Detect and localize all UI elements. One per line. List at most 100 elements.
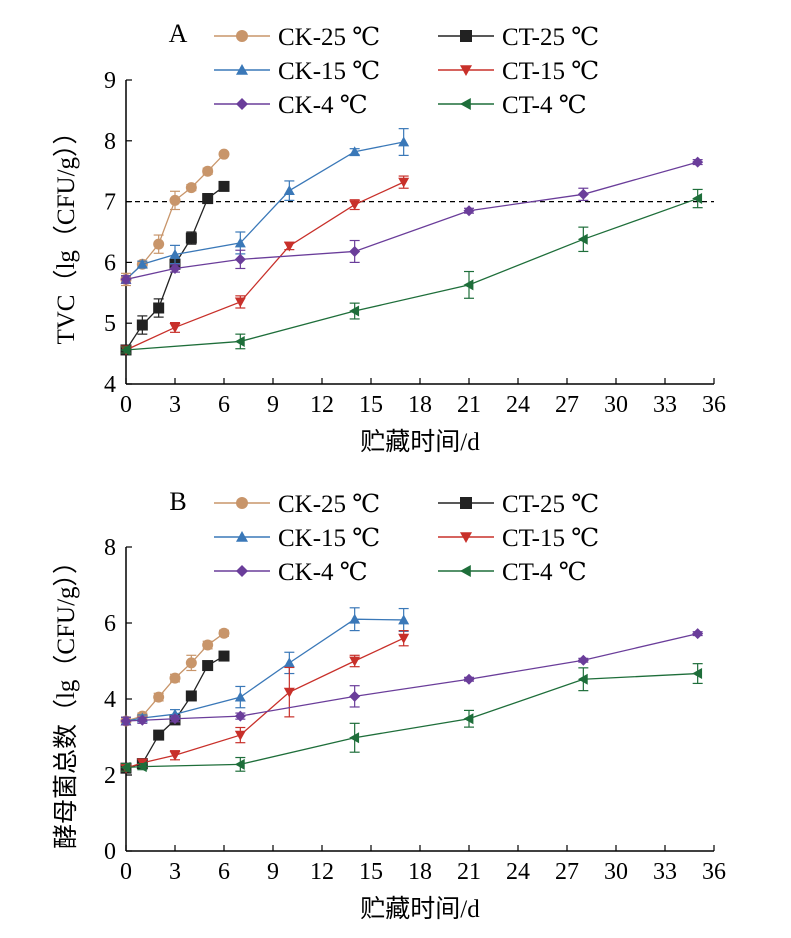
data-point xyxy=(218,627,230,639)
data-point xyxy=(463,205,475,217)
legend-item: CK-4 ℃ xyxy=(214,559,368,586)
y-tick-label: 9 xyxy=(104,68,116,94)
data-point xyxy=(283,657,295,668)
data-point xyxy=(463,713,474,725)
legend-label: CT-25 ℃ xyxy=(502,491,599,518)
series-ck4 xyxy=(120,628,704,727)
legend-item: CT-15 ℃ xyxy=(438,525,599,552)
x-tick-label: 30 xyxy=(604,859,628,885)
y-tick-label: 4 xyxy=(104,372,116,398)
data-point xyxy=(185,657,197,669)
legend-label: CT-4 ℃ xyxy=(502,92,587,119)
legend-marker xyxy=(460,497,472,509)
series-ck15 xyxy=(120,607,410,726)
x-tick-label: 24 xyxy=(506,392,530,418)
data-point xyxy=(169,750,181,761)
data-point xyxy=(185,232,197,244)
data-point xyxy=(398,177,410,188)
legend-label: CT-25 ℃ xyxy=(502,24,599,51)
data-point xyxy=(202,639,214,651)
data-point xyxy=(398,633,410,644)
data-point xyxy=(692,628,704,640)
data-point xyxy=(218,180,230,192)
series-line xyxy=(125,633,698,722)
y-axis-title: TVC（lg（CFU/g）） xyxy=(52,119,80,344)
data-point xyxy=(349,146,361,157)
data-point xyxy=(349,690,361,702)
legend-item: CT-25 ℃ xyxy=(438,491,599,518)
x-tick-label: 3 xyxy=(169,859,181,885)
data-point xyxy=(169,262,181,274)
data-point xyxy=(349,245,361,257)
data-point xyxy=(185,182,197,194)
legend-marker xyxy=(460,65,472,76)
y-tick-label: 2 xyxy=(104,763,116,789)
series-line xyxy=(125,181,404,351)
data-point xyxy=(136,319,148,331)
series-line xyxy=(125,618,404,722)
y-tick-label: 6 xyxy=(104,611,116,637)
data-point xyxy=(202,165,214,177)
data-point xyxy=(153,238,165,250)
legend-marker xyxy=(460,532,472,543)
x-tick-label: 15 xyxy=(359,392,383,418)
y-tick-label: 8 xyxy=(104,129,116,155)
x-tick-label: 27 xyxy=(555,859,579,885)
x-axis-title: 贮藏时间/d xyxy=(360,895,480,923)
data-point xyxy=(692,156,704,168)
x-tick-label: 36 xyxy=(702,392,726,418)
series-ct15 xyxy=(120,629,410,774)
data-point xyxy=(398,614,410,625)
legend-label: CK-15 ℃ xyxy=(278,58,380,85)
data-point xyxy=(349,656,361,667)
x-tick-label: 9 xyxy=(267,859,279,885)
legend-label: CK-15 ℃ xyxy=(278,525,380,552)
data-point xyxy=(692,193,703,205)
y-tick-label: 5 xyxy=(104,311,116,337)
data-point xyxy=(234,710,246,722)
series-ck15 xyxy=(120,128,410,284)
data-point xyxy=(577,654,589,666)
data-point xyxy=(349,732,360,744)
legend-label: CK-25 ℃ xyxy=(278,491,380,518)
legend-marker xyxy=(236,98,248,110)
data-point xyxy=(283,241,295,252)
panel-label: B xyxy=(169,487,186,516)
x-tick-label: 21 xyxy=(457,392,481,418)
series-line xyxy=(125,637,404,769)
y-tick-label: 7 xyxy=(104,190,116,216)
data-point xyxy=(120,715,132,727)
data-point xyxy=(577,188,589,200)
x-tick-label: 6 xyxy=(218,859,230,885)
legend-marker xyxy=(460,98,471,110)
x-tick-label: 27 xyxy=(555,392,579,418)
data-point xyxy=(283,687,295,698)
y-tick-label: 8 xyxy=(104,535,116,561)
data-point xyxy=(120,761,131,773)
legend-marker xyxy=(236,64,248,75)
data-point xyxy=(577,673,588,685)
series-ct4 xyxy=(120,663,703,773)
data-point xyxy=(463,673,475,685)
legend-marker xyxy=(236,497,248,509)
data-point xyxy=(234,335,245,347)
legend-label: CK-25 ℃ xyxy=(278,24,380,51)
series-line xyxy=(125,161,698,281)
legend-item: CK-25 ℃ xyxy=(214,24,380,51)
y-tick-label: 0 xyxy=(104,839,116,865)
data-point xyxy=(185,690,197,702)
data-point xyxy=(136,761,147,773)
x-tick-label: 33 xyxy=(653,859,677,885)
legend-item: CT-4 ℃ xyxy=(438,559,587,586)
data-point xyxy=(153,729,165,741)
data-point xyxy=(283,185,295,196)
panel-a: A0 3 6 9 12 15 18 21 24 27 30 33 36456789贮藏时间/dTVC（l… xyxy=(52,19,726,456)
legend-label: CK-4 ℃ xyxy=(278,559,368,586)
y-tick-label: 6 xyxy=(104,250,116,276)
x-tick-label: 0 xyxy=(120,392,132,418)
series-ck4 xyxy=(120,156,704,285)
legend-label: CK-4 ℃ xyxy=(278,92,368,119)
data-point xyxy=(349,305,360,317)
x-tick-label: 24 xyxy=(506,859,530,885)
x-tick-label: 9 xyxy=(267,392,279,418)
